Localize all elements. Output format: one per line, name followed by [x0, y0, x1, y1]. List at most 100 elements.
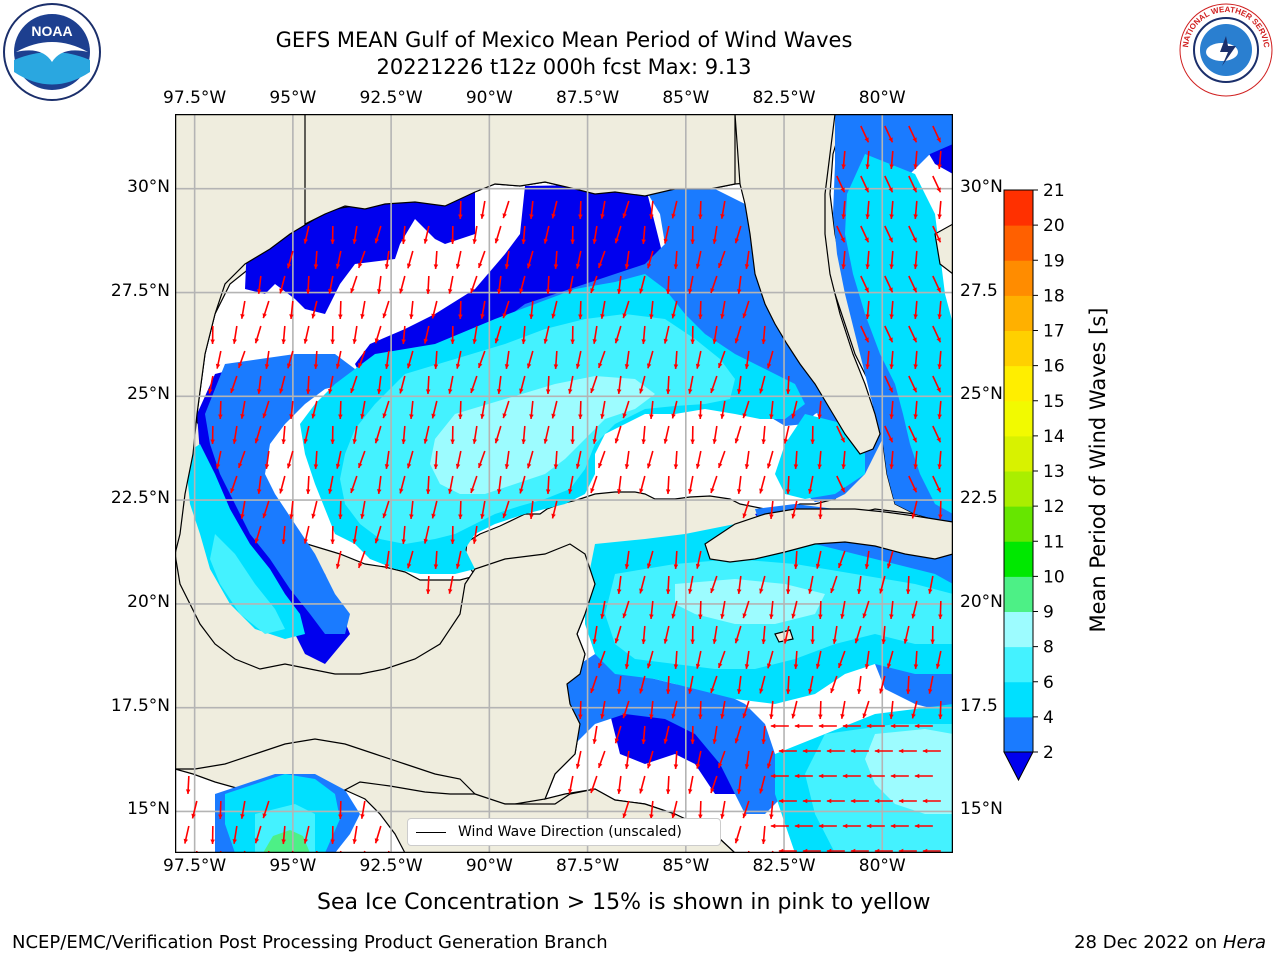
wind-arrow [842, 823, 861, 829]
wind-arrow [830, 575, 838, 594]
wind-arrow [382, 400, 390, 419]
wind-arrow [597, 250, 606, 269]
wind-arrow [338, 500, 343, 520]
wind-arrow [600, 300, 606, 319]
wind-arrow [399, 475, 406, 494]
wind-arrow [866, 773, 885, 779]
colorbar-tick-label: 14 [1043, 427, 1065, 447]
wind-arrow [671, 300, 678, 319]
lon-tick-bottom: 97.5°W [163, 856, 227, 876]
wind-arrow [908, 225, 918, 243]
wind-arrow [761, 725, 766, 745]
wind-arrow [382, 500, 390, 519]
wind-arrow [914, 773, 933, 779]
wind-arrow [778, 748, 797, 754]
lon-tick-top: 85°W [662, 88, 710, 108]
wind-arrow [842, 723, 861, 729]
colorbar-swatch [1004, 365, 1033, 402]
wind-arrow [908, 475, 918, 493]
wind-arrow [568, 275, 574, 294]
wind-arrow [884, 175, 894, 193]
wind-arrow [932, 225, 942, 243]
svg-text:NOAA: NOAA [31, 23, 72, 39]
wind-arrow [330, 525, 335, 545]
wind-arrow [911, 600, 918, 619]
wind-arrow [736, 375, 742, 394]
wind-arrow [431, 400, 438, 419]
wind-arrow [450, 425, 455, 445]
colorbar-swatch [1004, 471, 1033, 507]
wind-arrow [649, 400, 654, 419]
wind-arrow [736, 475, 742, 494]
wind-arrow [818, 600, 823, 620]
wind-arrow [841, 200, 846, 220]
wind-arrow [646, 650, 654, 669]
wind-arrow [865, 300, 870, 320]
wind-arrow [720, 200, 726, 219]
wind-arrow [553, 350, 559, 370]
wind-arrow [526, 450, 534, 469]
wind-arrow [450, 525, 455, 545]
colorbar-tick-label: 12 [1043, 497, 1065, 517]
lon-tick-bottom: 90°W [465, 856, 513, 876]
wind-arrow [742, 500, 750, 519]
wind-arrow [710, 275, 718, 294]
wind-arrow [889, 700, 894, 719]
wind-arrow [494, 325, 502, 344]
wind-arrow [575, 350, 582, 369]
wind-arrow [860, 125, 870, 143]
lon-tick-top: 82.5°W [752, 88, 816, 108]
wind-arrow [570, 225, 575, 245]
wind-arrow [477, 450, 486, 469]
wind-arrow [423, 325, 430, 344]
wind-arrow [810, 625, 815, 645]
wind-arrow [712, 225, 718, 244]
wind-arrow [898, 748, 917, 754]
wind-arrow [639, 675, 646, 694]
wind-arrow [431, 300, 438, 319]
wind-arrow [330, 425, 335, 445]
wind-arrow [932, 175, 942, 193]
lon-tick-bottom: 82.5°W [752, 856, 816, 876]
wind-arrow [448, 575, 454, 594]
colorbar-tick-label: 8 [1043, 638, 1054, 658]
colorbar-swatch [1004, 681, 1033, 718]
wind-arrow [328, 375, 334, 394]
wind-arrow [622, 600, 630, 619]
wind-arrow [793, 550, 799, 570]
wind-arrow [665, 275, 671, 295]
wind-arrow [616, 375, 622, 394]
map-gridlines [175, 114, 953, 853]
wind-arrow [597, 350, 606, 369]
colorbar-swatch [1004, 576, 1033, 612]
wind-arrow [889, 250, 894, 270]
wind-arrow [830, 675, 838, 694]
wind-arrow [374, 425, 382, 444]
wind-arrow [884, 375, 894, 393]
wind-arrow [545, 475, 551, 495]
wind-arrow [384, 350, 390, 369]
wind-arrow [570, 425, 575, 445]
wind-arrow [433, 250, 439, 270]
wind-arrow [866, 723, 885, 729]
wind-arrow [928, 575, 934, 594]
wind-arrow [889, 300, 894, 320]
wind-arrow [913, 150, 918, 170]
wind-arrow [879, 575, 886, 594]
wind-arrow [690, 725, 695, 745]
wind-arrow [742, 600, 750, 619]
colorbar-swatch [1004, 646, 1033, 683]
wind-arrow [289, 400, 294, 419]
wind-arrow [698, 800, 703, 820]
wind-arrow [335, 350, 342, 369]
wind-arrow [808, 675, 814, 694]
wind-arrow [458, 400, 463, 420]
wind-arrow [264, 450, 270, 469]
wind-arrow [690, 325, 695, 345]
wind-arrow [494, 225, 502, 244]
wind-arrow [254, 325, 262, 344]
wind-arrow [335, 450, 342, 469]
wind-arrow [710, 375, 718, 394]
wind-arrow [665, 575, 671, 595]
wind-arrow [240, 400, 246, 419]
